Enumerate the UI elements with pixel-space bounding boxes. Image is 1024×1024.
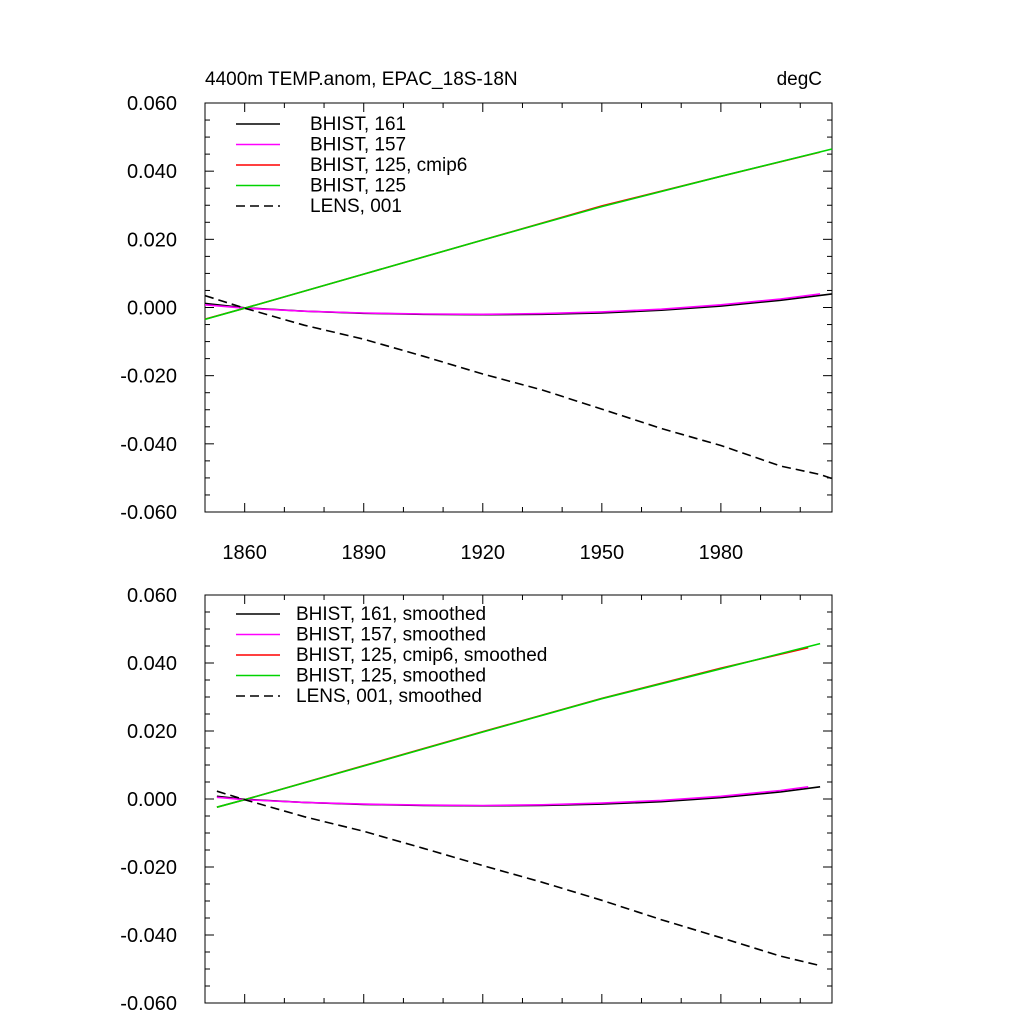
bottom-chart-panel: 0.060 0.040 0.020 0.000 -0.020 -0.040 -0.060 BH… [120,585,833,1015]
series-line-bhist-125 [204,148,833,321]
x-tick-label: 1920 [461,542,506,564]
units-label: degC [777,69,822,90]
y-tick-label: -0.020 [120,857,177,879]
series-line-lens-001 [216,790,821,967]
x-tick-label: 1950 [580,542,625,564]
legend-label: BHIST, 125, cmip6, smoothed [296,645,547,666]
y-tick-label: 0.020 [127,229,177,251]
y-tick-label: 0.020 [127,721,177,743]
legend-label: BHIST, 157 [310,135,406,156]
plot-frame [204,102,833,513]
y-tick-label: -0.060 [120,502,177,524]
legend-label: BHIST, 161 [310,114,406,135]
series-line-bhist-157 [204,293,821,316]
y-tick-label: -0.020 [120,366,177,388]
y-tick-label: 0.000 [127,789,177,811]
legend-label: BHIST, 161, smoothed [296,604,486,625]
y-tick-label: 0.040 [127,161,177,183]
y-tick-label: 0.040 [127,653,177,675]
legend-label: BHIST, 157, smoothed [296,625,486,646]
series-line-lens-001 [204,294,833,480]
chart-title: 4400m TEMP.anom, EPAC_18S-18N [205,69,518,90]
legend-label: BHIST, 125, cmip6 [310,155,467,176]
series-line-bhist-157 [216,786,809,807]
y-tick-label: 0.000 [127,298,177,320]
y-tick-label: -0.060 [120,993,177,1015]
y-tick-label: -0.040 [120,925,177,947]
legend-label: BHIST, 125 [310,176,406,197]
series-line-bhist-125-cmip6 [204,151,821,320]
y-tick-label: -0.040 [120,434,177,456]
legend-label: BHIST, 125, smoothed [296,666,486,687]
top-chart-panel: 0.060 0.040 0.020 0.000 -0.020 -0.040 -0.060 18… [120,69,833,564]
y-tick-label: 0.060 [127,585,177,607]
x-tick-label: 1890 [341,542,386,564]
legend-label: LENS, 001 [310,196,402,217]
legend-label: LENS, 001, smoothed [296,686,482,707]
x-tick-label: 1860 [222,542,267,564]
x-tick-label: 1980 [699,542,744,564]
y-tick-label: 0.060 [127,93,177,115]
